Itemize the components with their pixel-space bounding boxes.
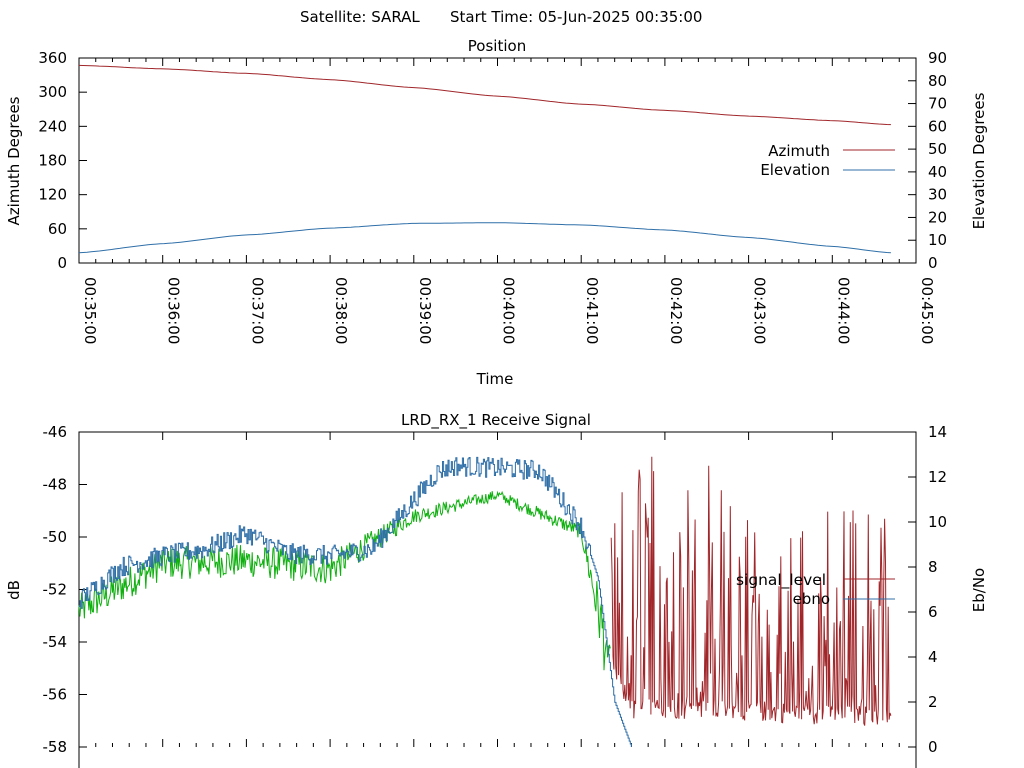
signal-ylabel: dB <box>5 580 23 600</box>
receive-signal-panel: LRD_RX_1 Receive Signal -46-48-50-52-54-… <box>5 411 988 768</box>
signal-y2-tick-label: 4 <box>928 648 938 666</box>
series-signal-level-line <box>610 456 892 726</box>
position-x-tick-label: 00:40:00 <box>500 277 518 344</box>
series-elevation-line <box>78 222 891 254</box>
position-y2-tick-label: 40 <box>928 163 947 181</box>
signal-y2label: Eb/No <box>970 568 988 612</box>
series-azimuth-line <box>78 64 891 126</box>
position-y-tick-label: 180 <box>38 152 67 170</box>
position-x-ticks: 00:35:00 00:36:00 00:37:00 00:38:00 00:39:00… <box>78 58 936 344</box>
series-signal-level-locked-line <box>78 490 611 671</box>
signal-y2-tick-label: 12 <box>928 468 947 486</box>
position-series <box>78 64 891 254</box>
position-x-tick-label: 00:41:00 <box>583 277 601 344</box>
position-y2-tick-label: 30 <box>928 186 947 204</box>
header-satellite: Satellite: SARAL <box>300 8 420 26</box>
position-y-tick-label: 240 <box>38 117 67 135</box>
position-x-tick-label: 00:36:00 <box>165 277 183 344</box>
legend-elevation-label: Elevation <box>760 161 830 179</box>
position-y2-tick-label: 80 <box>928 72 947 90</box>
signal-x-ticks <box>78 432 917 747</box>
position-y-tick-label: 300 <box>38 83 67 101</box>
signal-y-tick-label: -56 <box>43 686 68 704</box>
position-y2-tick-label: 70 <box>928 95 947 113</box>
position-x-tick-label: 00:39:00 <box>416 277 434 344</box>
signal-y2-tick-label: 10 <box>928 513 947 531</box>
signal-y2-tick-label: 8 <box>928 558 938 576</box>
legend-azimuth-label: Azimuth <box>768 142 830 160</box>
position-x-tick-label: 00:45:00 <box>918 277 936 344</box>
position-y2label: Elevation Degrees <box>970 92 988 229</box>
position-panel: Position 00:35:00 00:36:00 00:37:00 00:38:0… <box>5 37 988 388</box>
position-y-tick-label: 60 <box>48 220 67 238</box>
series-ebno-line <box>79 456 632 747</box>
position-x-tick-label: 00:35:00 <box>81 277 99 344</box>
signal-series <box>78 456 892 747</box>
signal-y-tick-label: -46 <box>43 423 68 441</box>
signal-y-tick-label: -58 <box>43 738 68 756</box>
position-y-tick-label: 0 <box>57 254 67 272</box>
position-x-tick-label: 00:37:00 <box>248 277 266 344</box>
position-y2-tick-label: 60 <box>928 117 947 135</box>
position-x-tick-label: 00:43:00 <box>751 277 769 344</box>
signal-title: LRD_RX_1 Receive Signal <box>401 411 591 430</box>
signal-y-tick-label: -54 <box>43 633 68 651</box>
position-ylabel: Azimuth Degrees <box>5 96 23 225</box>
signal-y-tick-label: -48 <box>43 476 68 494</box>
signal-y2-tick-label: 6 <box>928 603 938 621</box>
position-title: Position <box>468 37 526 55</box>
position-y2-tick-label: 10 <box>928 231 947 249</box>
legend-signal-level-label: signal_level <box>736 571 826 590</box>
signal-y-tick-label: -52 <box>43 581 68 599</box>
legend-ebno-label: ebno <box>793 590 830 608</box>
position-x-tick-label: 00:44:00 <box>834 277 852 344</box>
position-xlabel: Time <box>476 370 514 388</box>
signal-y2-tick-label: 14 <box>928 423 947 441</box>
signal-y2-tick-label: 2 <box>928 693 938 711</box>
position-x-tick-label: 00:42:00 <box>667 277 685 344</box>
position-y2-tick-label: 0 <box>928 254 938 272</box>
position-y2-tick-label: 20 <box>928 208 947 226</box>
header-start-time: Start Time: 05-Jun-2025 00:35:00 <box>450 8 702 26</box>
signal-y-tick-label: -50 <box>43 528 68 546</box>
position-y-tick-label: 120 <box>38 186 67 204</box>
signal-legend: signal_level ebno <box>736 571 895 608</box>
position-y-tick-label: 360 <box>38 49 67 67</box>
position-y2-tick-label: 50 <box>928 140 947 158</box>
signal-y2-ticks: 14 12 10 8 6 4 2 0 <box>908 423 947 756</box>
position-y-ticks: 0 60 120 180 240 300 360 <box>38 49 87 272</box>
position-y2-tick-label: 90 <box>928 49 947 67</box>
signal-y-ticks: -46 -48 -50 -52 -54 -56 -58 <box>43 423 87 756</box>
position-legend: Azimuth Elevation <box>760 142 895 179</box>
signal-y2-tick-label: 0 <box>928 738 938 756</box>
position-y2-ticks: 0 10 20 30 40 50 60 70 80 90 <box>908 49 947 272</box>
position-x-tick-label: 00:38:00 <box>332 277 350 344</box>
